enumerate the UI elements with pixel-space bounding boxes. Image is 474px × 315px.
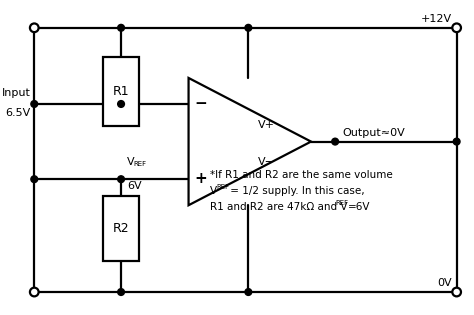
Text: +: +: [195, 171, 208, 186]
Text: Output≈0V: Output≈0V: [343, 128, 406, 138]
Text: 6V: 6V: [127, 181, 141, 191]
Circle shape: [245, 25, 252, 31]
Circle shape: [452, 23, 461, 32]
Circle shape: [332, 138, 338, 145]
Text: 6.5V: 6.5V: [5, 108, 30, 118]
Circle shape: [30, 288, 38, 296]
Circle shape: [118, 100, 125, 107]
Circle shape: [31, 100, 37, 107]
Circle shape: [30, 23, 38, 32]
Circle shape: [118, 176, 125, 183]
Circle shape: [31, 176, 37, 183]
Text: Input: Input: [1, 88, 30, 98]
Bar: [103, 196, 139, 261]
Text: R1 and R2 are 47kΩ and V: R1 and R2 are 47kΩ and V: [210, 202, 347, 212]
Circle shape: [452, 288, 461, 296]
Text: REF: REF: [335, 200, 348, 206]
Bar: [103, 57, 139, 126]
Text: R2: R2: [113, 222, 129, 235]
Text: +12V: +12V: [421, 14, 452, 24]
Text: V+: V+: [258, 120, 275, 130]
Text: =6V: =6V: [347, 202, 370, 212]
Text: V: V: [210, 186, 217, 196]
Text: 0V: 0V: [437, 278, 452, 288]
Text: = 1/2 supply. In this case,: = 1/2 supply. In this case,: [227, 186, 365, 196]
Circle shape: [118, 289, 125, 295]
Text: V: V: [127, 157, 135, 167]
Text: REF: REF: [216, 184, 229, 190]
Circle shape: [245, 289, 252, 295]
Circle shape: [453, 138, 460, 145]
Text: REF: REF: [134, 161, 147, 167]
Circle shape: [118, 25, 125, 31]
Text: *If R1 and R2 are the same volume: *If R1 and R2 are the same volume: [210, 169, 392, 180]
Polygon shape: [189, 78, 311, 205]
Text: V−: V−: [258, 157, 275, 167]
Text: −: −: [195, 96, 208, 112]
Text: R1: R1: [113, 85, 129, 98]
